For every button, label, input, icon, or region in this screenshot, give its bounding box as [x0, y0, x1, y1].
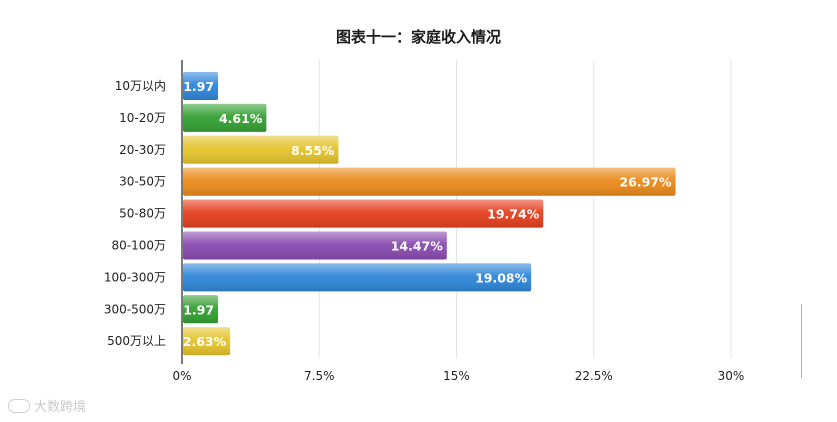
category-label: 30-50万 [119, 175, 166, 189]
bar-group: 30-50万 26.97% [119, 167, 676, 196]
watermark: 大数跨境 [8, 396, 86, 415]
chart-title: 图表十一：家庭收入情况 [335, 28, 501, 46]
bar-shine [183, 167, 676, 196]
bar-shine [183, 72, 219, 100]
bar-shine [183, 231, 447, 260]
x-tick-label: 22.5% [575, 369, 613, 383]
category-label: 10-20万 [119, 111, 166, 125]
bar-group: 50-80万 19.74% [119, 199, 544, 228]
data-label: 14.47% [391, 239, 444, 254]
category-label: 50-80万 [119, 207, 166, 221]
data-label: 26.97% [619, 175, 672, 190]
category-label: 10万以内 [115, 79, 166, 93]
data-label: 19.74% [487, 207, 540, 222]
x-tick-label: 30% [718, 369, 745, 383]
bar-group: 10万以内 1.97 [115, 72, 219, 100]
watermark-text: 大数跨境 [34, 400, 87, 415]
bar-group: 500万以上 2.63% [107, 327, 231, 356]
data-label: 19.08% [475, 270, 528, 285]
data-label: 8.55% [291, 143, 335, 158]
bar-shine [183, 199, 544, 228]
bar-group: 20-30万 8.55% [119, 135, 339, 164]
data-label: 1.97 [183, 302, 214, 317]
category-label: 300-500万 [104, 302, 166, 316]
bar-group: 80-100万 14.47% [111, 231, 447, 260]
bar-shine [183, 295, 219, 324]
bar-group: 100-300万 19.08% [104, 263, 532, 292]
data-label: 1.97 [183, 79, 214, 94]
bar-shine [183, 263, 532, 292]
bar-group: 300-500万 1.97 [104, 295, 219, 324]
x-tick-label: 15% [443, 369, 470, 383]
data-label: 4.61% [219, 111, 263, 126]
x-tick-label: 0% [172, 369, 191, 383]
category-label: 500万以上 [107, 334, 166, 348]
x-tick-label: 7.5% [304, 369, 335, 383]
category-label: 80-100万 [111, 239, 166, 253]
data-label: 2.63% [183, 334, 227, 349]
bar-shine [183, 135, 339, 164]
edge-divider [801, 304, 802, 378]
bar-shine [183, 103, 267, 132]
bar-shine [183, 327, 231, 356]
watermark-logo-icon [8, 398, 30, 413]
category-label: 20-30万 [119, 143, 166, 157]
category-label: 100-300万 [104, 270, 166, 284]
bar-group: 10-20万 4.61% [119, 103, 267, 132]
